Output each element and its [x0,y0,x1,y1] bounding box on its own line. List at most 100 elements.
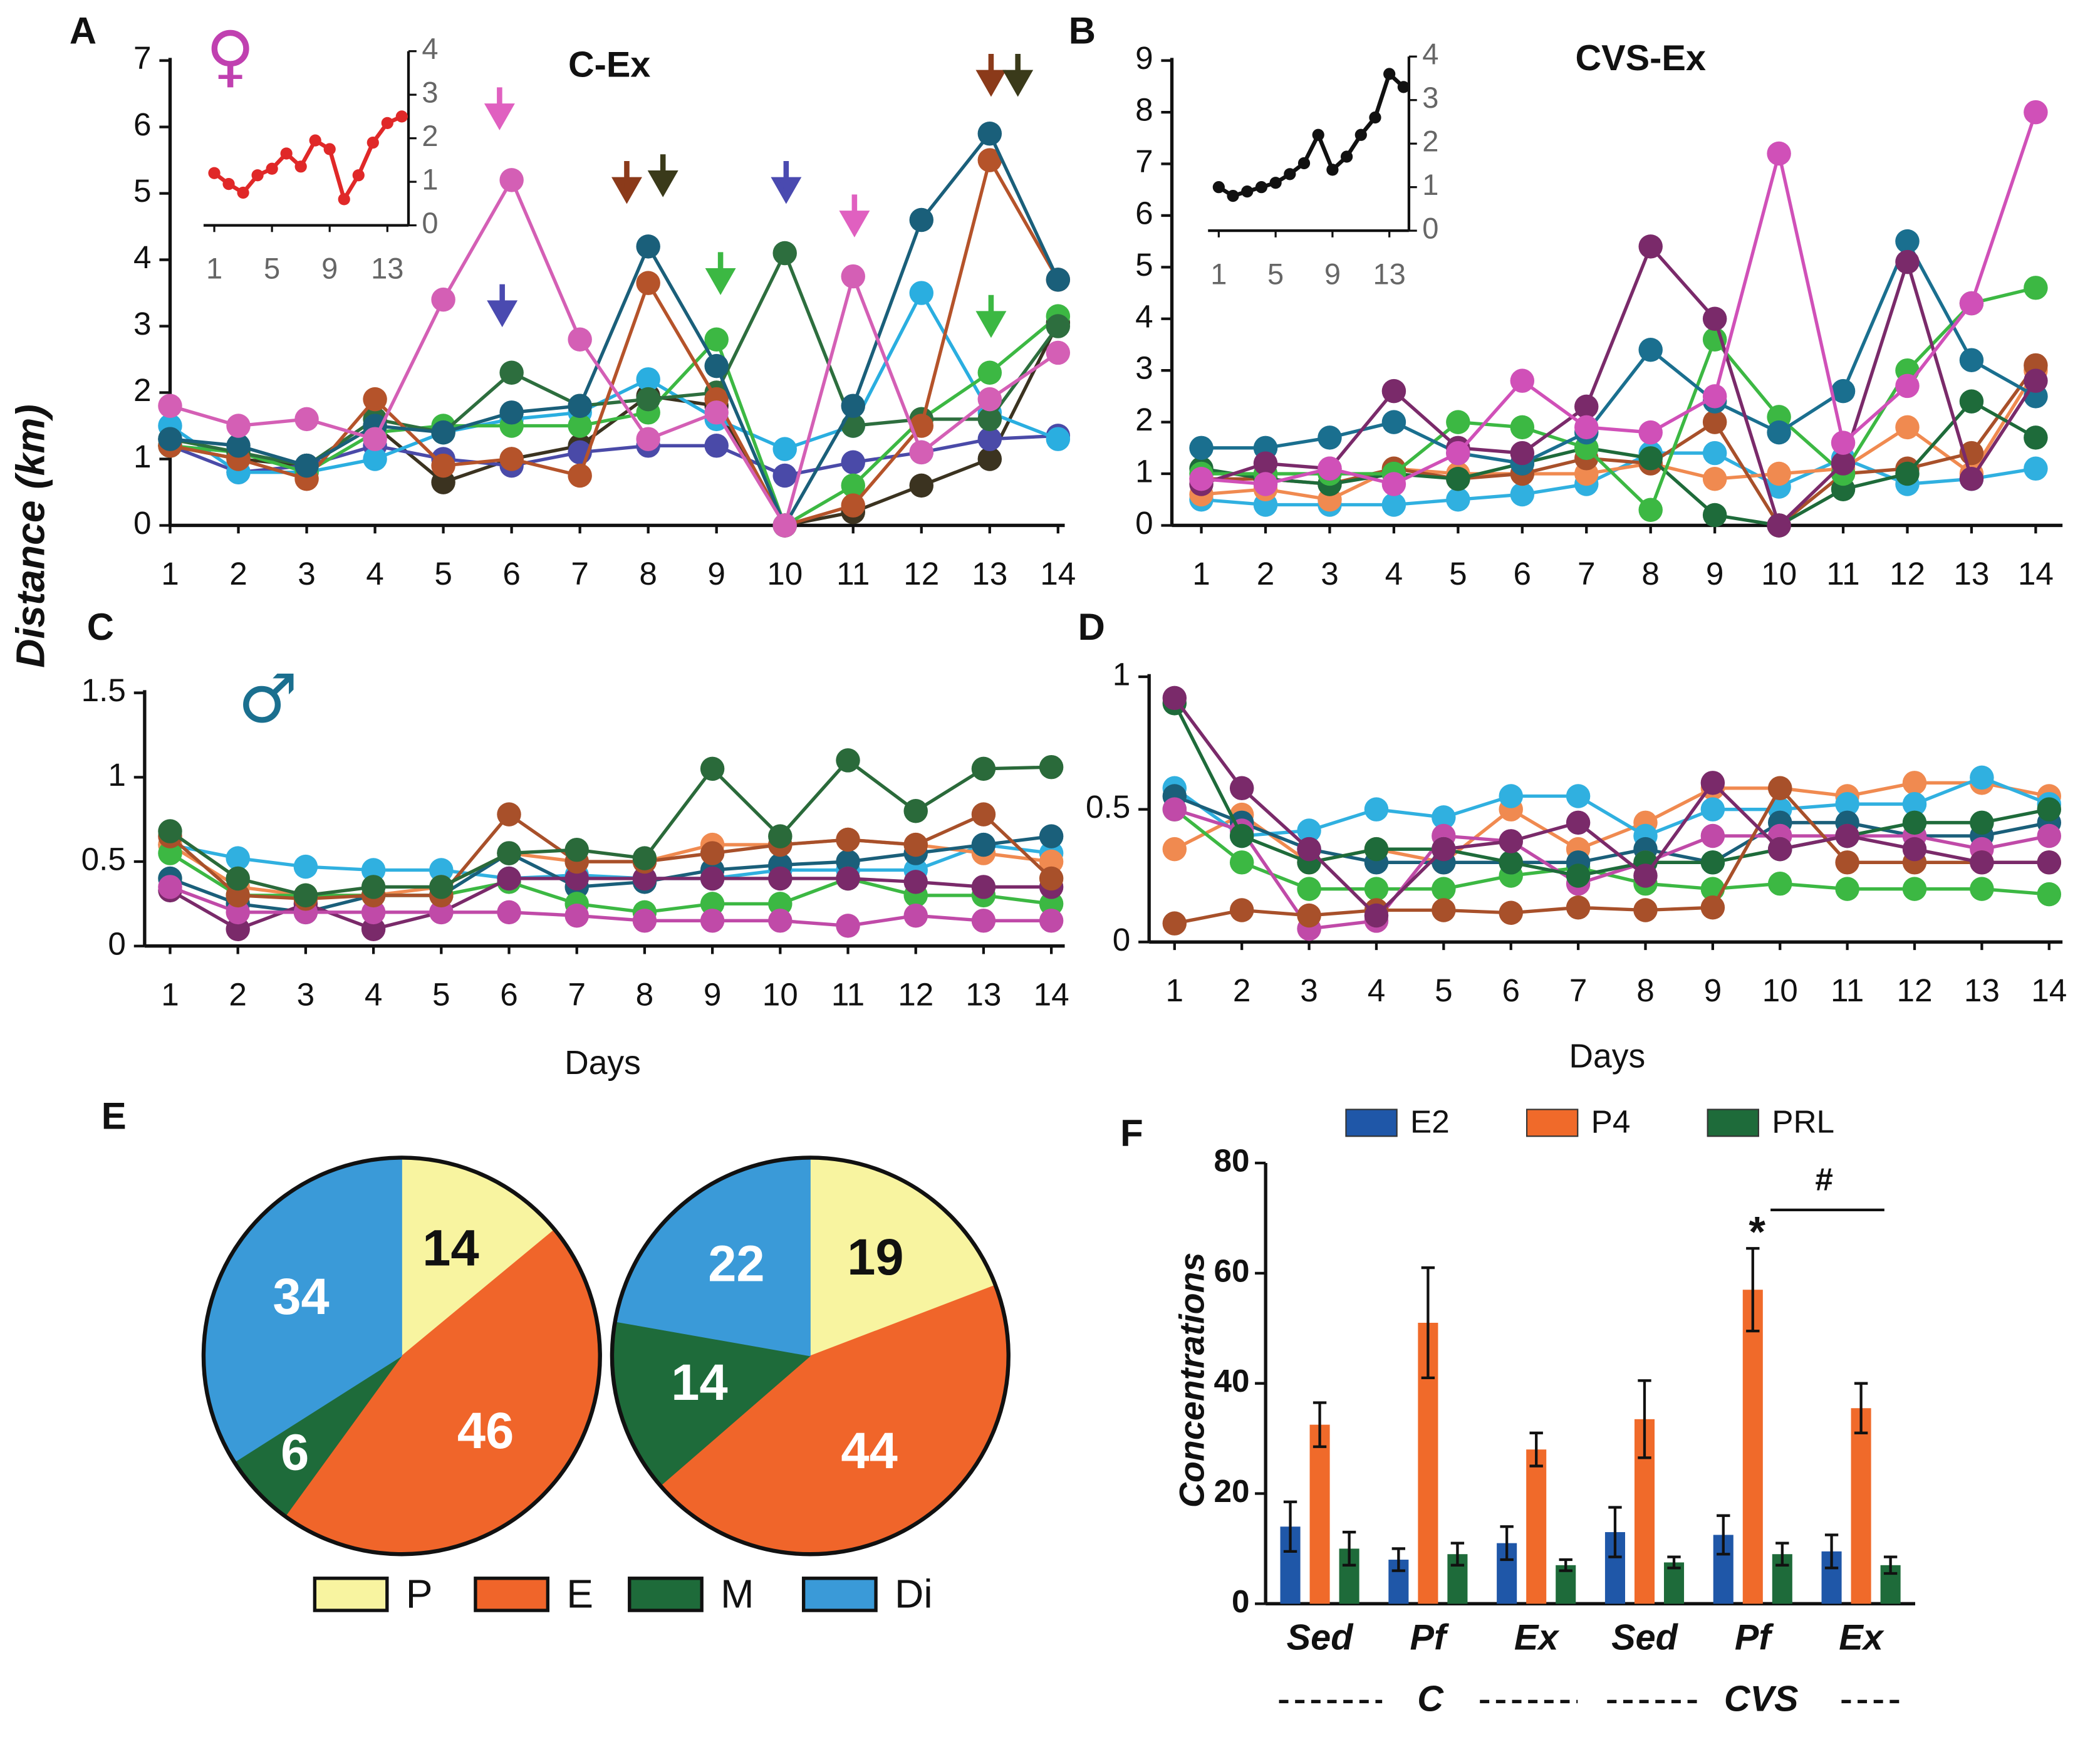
data-point [1767,420,1791,445]
legend-swatch [1707,1108,1759,1137]
data-point [568,414,592,438]
x-tick-label: 11 [831,976,865,1012]
data-point [1039,849,1064,874]
data-point [1364,903,1389,928]
x-tick-label: 4 [1385,556,1403,592]
inset-point [266,162,278,175]
data-point [1700,823,1725,848]
x-tick-label: 1 [161,976,179,1012]
x-tick-label: Pf [1410,1617,1450,1657]
data-point [1959,348,1984,372]
inset-point [309,134,321,147]
y-tick-label: 2 [133,372,152,408]
data-point [1970,810,1994,835]
data-point [1895,461,1920,486]
sex-symbol: ♀ [206,18,255,95]
data-point [564,866,589,891]
data-point [1702,467,1727,491]
data-point [1702,503,1727,528]
data-point [704,400,729,425]
data-point [1959,389,1984,414]
series-line [1200,243,2037,529]
data-point [909,414,934,438]
data-point [977,407,1002,432]
inset-point [237,186,249,199]
x-tick-label: 10 [1762,973,1798,1008]
data-point [772,513,797,538]
data-point [568,394,592,418]
legend-label: E2 [1410,1104,1450,1140]
x-tick-label: 3 [298,556,316,592]
legend-label: P [406,1572,433,1617]
y-tick-label: 6 [1135,195,1153,231]
x-tick-label: 5 [1435,973,1453,1008]
error-bar [1500,1525,1514,1562]
data-point [226,434,251,458]
data-point [1768,837,1792,862]
inset-point [1284,168,1296,180]
data-point [903,870,928,894]
data-point [226,883,250,908]
data-point [1768,871,1792,896]
legend-swatch [474,1577,550,1612]
data-point [2024,425,2048,450]
data-point [768,866,793,891]
y-tick-label: 0 [1232,1583,1250,1619]
error-bar [1638,1379,1651,1459]
x-tick-label: 1 [1192,556,1210,592]
data-point [1767,461,1791,486]
data-point [497,900,521,925]
data-point [971,909,996,933]
data-point [700,841,725,865]
x-tick-label: 1 [1166,973,1184,1008]
data-point [768,909,793,933]
data-point [1970,850,1994,875]
data-point [636,367,660,392]
y-tick-label: 3 [1135,350,1153,386]
x-tick-label: 5 [434,556,452,592]
data-point [1446,441,1470,466]
data-point [361,858,386,882]
series-line [170,130,1060,529]
x-tick-label: 3 [1321,556,1339,592]
data-point [1700,850,1725,875]
x-axis-label: Days [1569,1038,1645,1075]
data-point [294,407,319,432]
error-bar [1312,1401,1327,1448]
data-point [431,287,455,312]
data-point [841,450,865,475]
data-point [836,748,860,773]
data-point [1432,837,1456,862]
error-bar [1391,1547,1406,1572]
data-point [1767,141,1791,166]
data-point [1970,765,1994,790]
bar [1526,1449,1547,1604]
data-point [1039,909,1064,933]
data-point [1446,410,1470,434]
x-tick-label: 14 [1040,556,1076,592]
data-point [700,756,725,781]
y-tick-label: 20 [1214,1473,1249,1509]
data-point [1895,373,1920,399]
data-point [1229,823,1254,848]
x-tick-label: 13 [1964,973,2000,1008]
legend-swatch [313,1577,389,1612]
data-point [1638,420,1663,445]
data-point [909,440,934,465]
data-point [700,866,725,891]
data-point [1638,446,1663,471]
x-tick-label: Ex [1839,1617,1884,1657]
data-point [226,414,251,438]
data-point [1902,810,1927,835]
data-point [1700,895,1725,920]
data-point [1039,754,1064,780]
x-tick-label: 5 [432,976,450,1012]
inset-point [366,136,379,149]
y-axis-label: Distance (km) [8,404,53,668]
data-point [158,394,182,418]
x-tick-label: 9 [1706,556,1724,592]
data-point [772,241,797,266]
data-point [1902,771,1927,795]
data-point [836,866,860,891]
data-point [1638,234,1663,259]
